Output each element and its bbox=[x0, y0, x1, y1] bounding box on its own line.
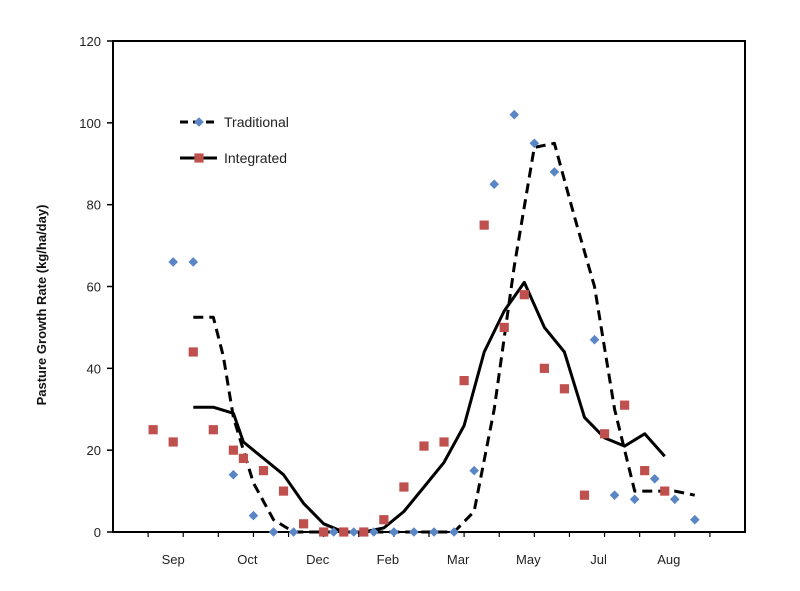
data-point-integrated bbox=[379, 515, 389, 525]
data-point-integrated bbox=[479, 220, 489, 230]
x-tick-label: Mar bbox=[447, 552, 470, 567]
data-point-integrated bbox=[419, 441, 429, 451]
legend-marker-integrated bbox=[194, 153, 204, 163]
legend-label-integrated: Integrated bbox=[224, 150, 287, 166]
data-point-integrated bbox=[599, 429, 610, 439]
data-point-integrated bbox=[278, 486, 289, 496]
data-point-integrated bbox=[640, 466, 650, 476]
data-point-integrated bbox=[439, 437, 449, 447]
data-point-traditional bbox=[609, 490, 620, 500]
data-point-traditional bbox=[589, 334, 600, 345]
data-point-integrated bbox=[579, 490, 590, 500]
y-tick-label: 20 bbox=[87, 443, 101, 458]
data-point-integrated bbox=[238, 453, 249, 463]
data-point-traditional bbox=[469, 465, 479, 476]
data-point-traditional bbox=[248, 510, 259, 521]
data-point-traditional bbox=[489, 179, 500, 190]
series-line-integrated bbox=[193, 280, 666, 534]
data-point-traditional bbox=[348, 527, 359, 537]
data-point-integrated bbox=[188, 347, 198, 357]
y-axis-title: Pasture Growth Rate (kg/ha/day) bbox=[34, 205, 49, 406]
data-point-traditional bbox=[690, 514, 700, 525]
x-tick-label: Oct bbox=[237, 552, 258, 567]
x-tick-label: Feb bbox=[377, 552, 399, 567]
series-points bbox=[148, 109, 700, 537]
y-tick-label: 40 bbox=[87, 361, 101, 376]
x-tick-label: Aug bbox=[657, 552, 680, 567]
data-point-traditional bbox=[369, 527, 379, 537]
data-point-traditional bbox=[429, 527, 439, 537]
legend-marker-traditional bbox=[194, 117, 204, 127]
data-point-traditional bbox=[188, 257, 199, 267]
data-point-integrated bbox=[519, 290, 529, 300]
y-tick-label: 120 bbox=[79, 34, 101, 49]
x-tick-label: Jul bbox=[590, 552, 607, 567]
data-point-traditional bbox=[509, 109, 520, 120]
data-point-integrated bbox=[620, 400, 630, 410]
data-point-integrated bbox=[459, 376, 469, 386]
data-point-traditional bbox=[629, 494, 640, 505]
data-point-traditional bbox=[649, 474, 660, 484]
data-point-integrated bbox=[299, 519, 309, 529]
data-point-integrated bbox=[258, 466, 269, 476]
data-point-traditional bbox=[328, 527, 339, 537]
y-tick-label: 80 bbox=[87, 198, 101, 213]
data-point-integrated bbox=[168, 437, 178, 447]
data-point-integrated bbox=[208, 425, 218, 435]
data-point-integrated bbox=[228, 445, 238, 455]
data-point-traditional bbox=[529, 138, 540, 149]
legend-label-traditional: Traditional bbox=[224, 114, 289, 130]
x-tick-label: May bbox=[516, 552, 541, 567]
x-tick-label: Sep bbox=[162, 552, 185, 567]
y-tick-label: 60 bbox=[87, 280, 101, 295]
y-tick-label: 100 bbox=[79, 116, 101, 131]
data-point-integrated bbox=[660, 486, 670, 496]
data-point-traditional bbox=[449, 527, 459, 537]
data-point-integrated bbox=[399, 482, 409, 492]
data-point-traditional bbox=[669, 494, 680, 505]
series-lines bbox=[193, 141, 696, 534]
data-point-traditional bbox=[549, 167, 560, 177]
data-point-traditional bbox=[288, 527, 299, 537]
data-point-integrated bbox=[319, 527, 329, 537]
data-point-integrated bbox=[359, 527, 369, 537]
legend: Traditional Integrated bbox=[180, 114, 289, 166]
data-point-integrated bbox=[559, 384, 570, 394]
data-point-traditional bbox=[228, 469, 239, 480]
x-tick-label: Dec bbox=[306, 552, 330, 567]
data-point-integrated bbox=[148, 425, 158, 435]
data-point-traditional bbox=[168, 257, 178, 267]
data-point-traditional bbox=[409, 527, 419, 537]
data-point-traditional bbox=[389, 527, 399, 537]
data-point-integrated bbox=[499, 322, 509, 333]
data-point-integrated bbox=[339, 527, 349, 537]
y-tick-label: 0 bbox=[94, 525, 101, 540]
data-point-traditional bbox=[268, 527, 279, 537]
data-point-integrated bbox=[539, 363, 549, 373]
